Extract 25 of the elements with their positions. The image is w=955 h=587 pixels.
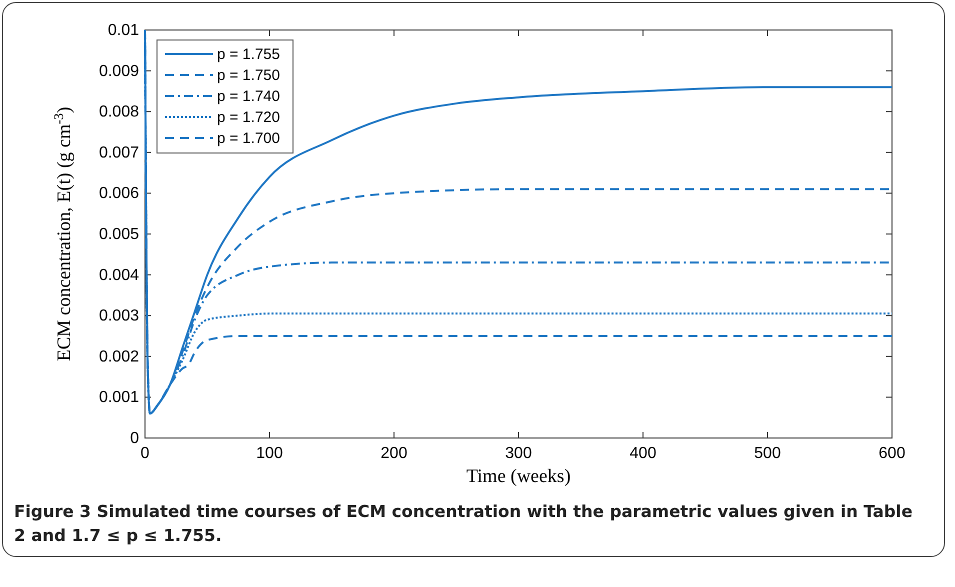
y-tick-label: 0.008	[98, 104, 140, 121]
y-tick-label: 0.006	[98, 185, 140, 202]
x-tick-label: 400	[630, 445, 656, 462]
legend-label: p = 1.755	[217, 46, 280, 63]
legend-label: p = 1.740	[217, 88, 280, 105]
legend-label: p = 1.700	[217, 130, 280, 147]
caption: Figure 3 Simulated time courses of ECM concentration with the parametric values given in Table 2 and 1.7 ≤ p ≤ 1.755.	[13, 501, 914, 547]
legend-label: p = 1.750	[217, 67, 280, 84]
x-tick-label: 500	[754, 445, 781, 462]
x-tick-label: 600	[878, 445, 906, 462]
y-tick-label: 0.005	[98, 226, 140, 243]
legend-label: p = 1.720	[217, 109, 280, 126]
y-tick-label: 0.003	[98, 308, 140, 325]
y-tick-label: 0	[130, 430, 140, 447]
y-tick-label: 0.001	[98, 389, 140, 406]
x-tick-label: 300	[505, 445, 532, 462]
y-tick-label: 0.01	[108, 22, 140, 39]
x-axis-title: Time (weeks)	[466, 466, 571, 487]
x-tick-label: 200	[380, 445, 408, 462]
y-tick-label: 0.004	[98, 266, 140, 284]
x-tick-label: 100	[256, 445, 283, 462]
y-tick-label: 0.009	[98, 62, 140, 80]
y-tick-label: 0.007	[98, 144, 140, 162]
x-tick-label: 0	[140, 445, 150, 462]
y-tick-label: 0.002	[98, 348, 140, 366]
